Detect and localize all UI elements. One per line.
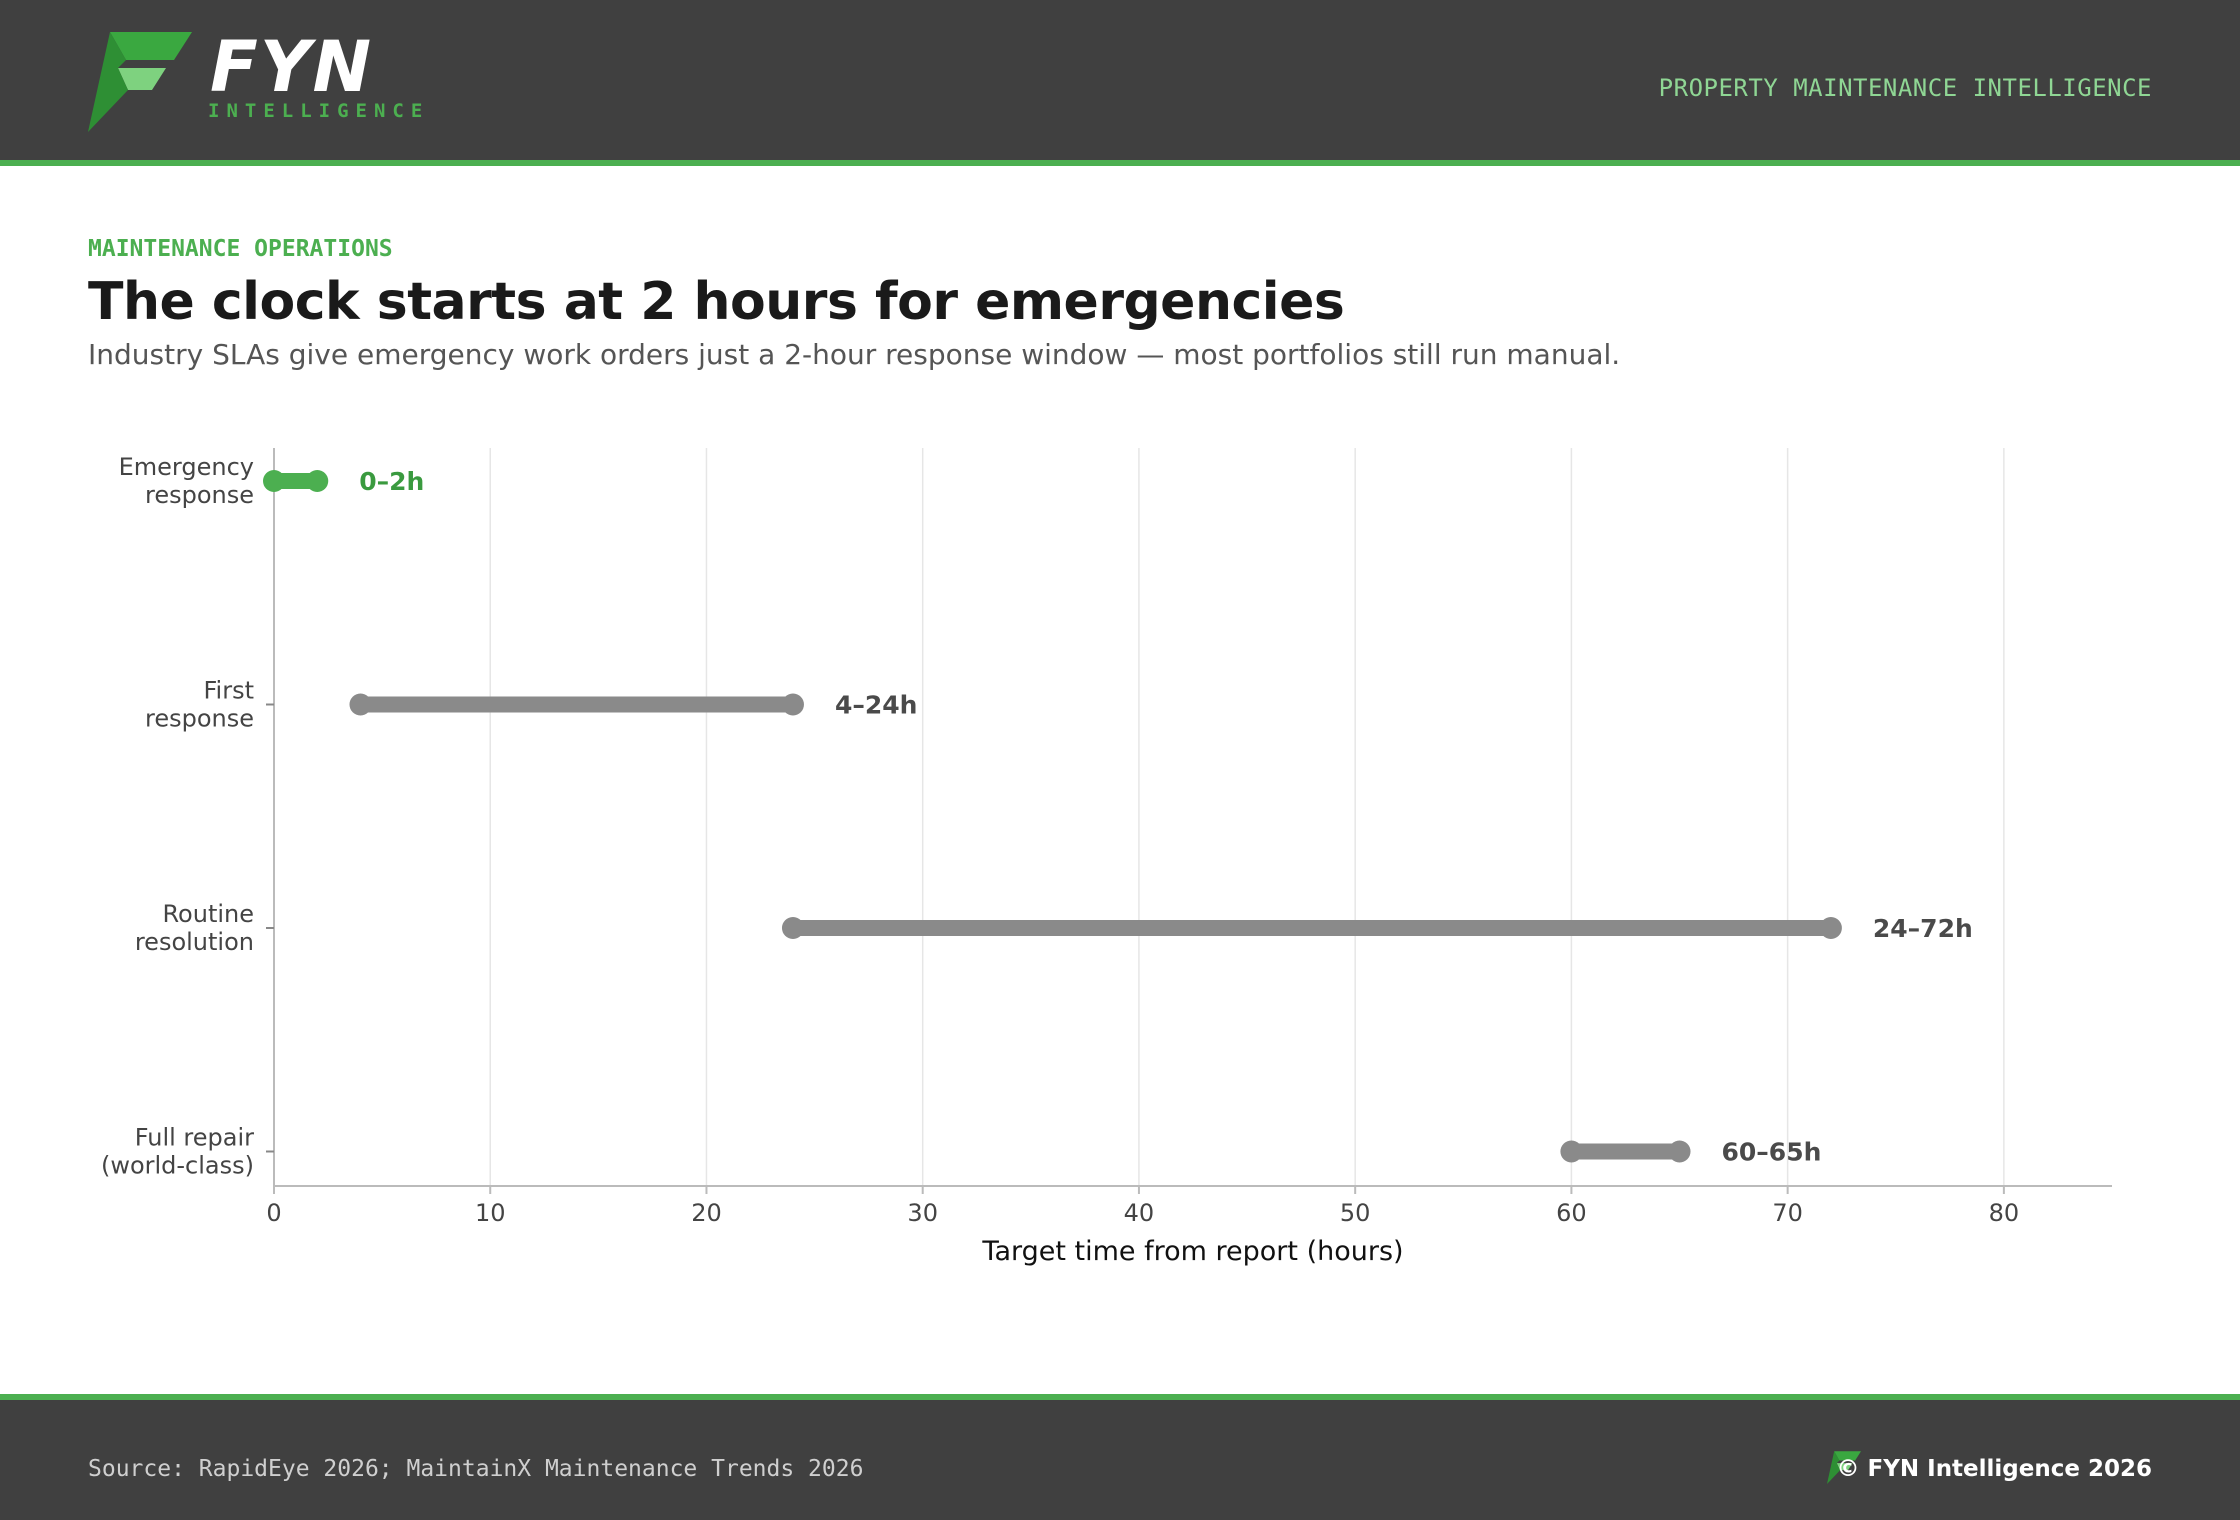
x-tick-label: 0 bbox=[266, 1199, 281, 1227]
range-end-dot bbox=[1819, 917, 1842, 939]
category-label-line: First bbox=[203, 677, 254, 705]
range-bars: 0–2h 4–24h 24–72h 60–65h bbox=[263, 467, 1973, 1167]
range-value-label: 60–65h bbox=[1722, 1138, 1822, 1167]
range-value-label: 4–24h bbox=[835, 691, 917, 720]
category-label-line: Full repair bbox=[135, 1124, 254, 1152]
range-value-label: 24–72h bbox=[1873, 914, 1973, 943]
range-value-label: 0–2h bbox=[359, 467, 424, 496]
range-end-dot bbox=[781, 693, 804, 716]
category-label: Emergency response bbox=[119, 453, 254, 509]
category-label: Full repair (world-class) bbox=[101, 1124, 254, 1180]
x-tick-label: 20 bbox=[691, 1199, 722, 1227]
fyn-small-logo-icon bbox=[1827, 1451, 1861, 1484]
page-header: FYN INTELLIGENCE PROPERTY MAINTENANCE IN… bbox=[0, 0, 2240, 166]
page-subtitle: Industry SLAs give emergency work orders… bbox=[88, 338, 1621, 371]
copyright-note: © FYN Intelligence 2026 bbox=[1836, 1456, 2153, 1482]
brand-tagline: INTELLIGENCE bbox=[208, 100, 430, 122]
range-start-dot bbox=[1560, 1140, 1583, 1163]
range-start-dot bbox=[781, 917, 804, 939]
source-note: Source: RapidEye 2026; MaintainX Mainten… bbox=[88, 1456, 864, 1482]
category-label-line: response bbox=[145, 481, 254, 509]
x-tick-label: 40 bbox=[1124, 1199, 1155, 1227]
category-label: First response bbox=[145, 677, 254, 733]
x-tick-label: 70 bbox=[1772, 1199, 1803, 1227]
category-label-line: (world-class) bbox=[101, 1152, 254, 1180]
x-tick-label: 30 bbox=[907, 1199, 938, 1227]
x-tick-label: 50 bbox=[1340, 1199, 1371, 1227]
x-tick-label: 10 bbox=[475, 1199, 506, 1227]
section-kicker: MAINTENANCE OPERATIONS bbox=[88, 236, 393, 262]
category-label: Routine resolution bbox=[135, 900, 254, 956]
header-section-label: PROPERTY MAINTENANCE INTELLIGENCE bbox=[1658, 74, 2152, 102]
category-label-line: response bbox=[145, 705, 254, 733]
x-tick-label: 60 bbox=[1556, 1199, 1587, 1227]
range-start-dot bbox=[349, 693, 372, 716]
x-axis-ticks: 0 10 20 30 40 50 60 70 80 bbox=[266, 1186, 2019, 1227]
page-title: The clock starts at 2 hours for emergenc… bbox=[88, 272, 1345, 332]
range-start-dot bbox=[263, 470, 285, 492]
fyn-logo-icon bbox=[88, 32, 192, 132]
range-end-dot bbox=[1668, 1140, 1691, 1163]
category-label-line: resolution bbox=[135, 928, 254, 956]
x-tick-label: 80 bbox=[1989, 1199, 2020, 1227]
x-axis-label: Target time from report (hours) bbox=[981, 1236, 1403, 1267]
brand-name: FYN bbox=[210, 26, 374, 108]
page-footer: Source: RapidEye 2026; MaintainX Mainten… bbox=[0, 1394, 2240, 1520]
range-chart: 0 10 20 30 40 50 60 70 80 Emergency responseFirst… bbox=[101, 448, 2112, 1267]
category-label-line: Routine bbox=[162, 900, 254, 928]
category-label-line: Emergency bbox=[119, 453, 254, 481]
chart-grid bbox=[489, 448, 2005, 1186]
range-end-dot bbox=[306, 470, 329, 492]
